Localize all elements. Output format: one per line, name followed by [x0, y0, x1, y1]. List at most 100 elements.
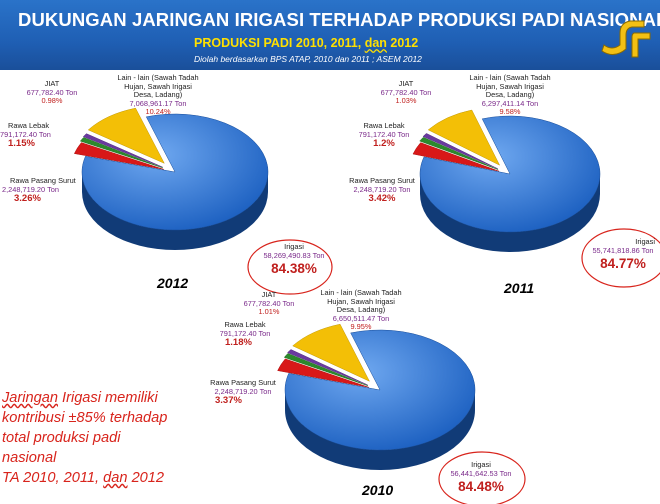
slice-irigasi-side	[82, 172, 268, 250]
subtitle-text-a: PRODUKSI PADI 2010, 2011,	[194, 36, 365, 50]
label-pasang-surut: Rawa Pasang Surut 2,248,719.20 Ton 3.42%	[342, 176, 422, 205]
label-irigasi-percent: 84.38%	[271, 260, 317, 276]
label-irigasi-value: 58,269,490.83 Ton	[263, 250, 325, 260]
label-irigasi-name: Irigasi	[635, 237, 655, 246]
label-rawa-lebak: Rawa Lebak 791,172.40 Ton 1.15%	[0, 121, 60, 150]
slice-irigasi-side	[285, 390, 475, 470]
pie-chart-2010-svg	[277, 323, 526, 504]
label-jiat-value: 677,782.40 Ton	[26, 87, 78, 97]
label-lain-name-1: Lain - lain (Sawah Tadah	[117, 73, 199, 82]
label-jiat: JIAT 677,782.40 Ton 0.98%	[22, 79, 82, 106]
label-lain-name-1: Lain - lain (Sawah Tadah	[469, 73, 551, 82]
label-jiat-percent: 0.98%	[41, 96, 63, 106]
chart-year-2012: 2012	[157, 275, 189, 291]
label-lebak-value: 791,172.40 Ton	[358, 129, 410, 139]
irigasi-highlight-ellipse	[438, 451, 526, 504]
slice-irigasi	[81, 113, 269, 231]
label-pasang-surut: Rawa Pasang Surut 2,248,719.20 Ton 3.26%	[2, 176, 76, 205]
note-text: Jaringan Irigasi memiliki kontribusi ±85…	[2, 388, 167, 488]
pie-chart-2011-svg	[412, 109, 660, 288]
note-line-5: TA 2010, 2011, dan 2012	[2, 468, 167, 488]
label-irigasi-name: Irigasi	[284, 242, 304, 251]
slice-lain-lain	[87, 107, 165, 164]
slice-lain-lain	[427, 109, 501, 166]
label-surut-name: Rawa Pasang Surut	[10, 176, 76, 185]
label-lain-lain: Lain - lain (Sawah Tadah Hujan, Sawah Ir…	[108, 73, 208, 117]
label-lain-percent: 9.95%	[350, 322, 372, 332]
label-surut-name: Rawa Pasang Surut	[210, 378, 276, 387]
label-irigasi-name: Irigasi	[471, 460, 491, 469]
page-title: DUKUNGAN JARINGAN IRIGASI TERHADAP PRODU…	[18, 9, 660, 30]
slice-jiat	[422, 133, 498, 169]
slice-rawa-lebak	[419, 137, 499, 170]
label-jiat-value: 677,782.40 Ton	[243, 298, 295, 308]
label-lain-name-3: Desa, Ladang)	[485, 90, 535, 100]
label-lebak-name: Rawa Lebak	[8, 121, 50, 130]
label-lain-name-2: Hujan, Sawah Irigasi	[124, 81, 192, 91]
label-jiat-percent: 1.03%	[395, 96, 417, 106]
label-lebak-percent: 1.15%	[8, 138, 35, 150]
label-irigasi: Irigasi 56,441,642.53 Ton 84.48%	[441, 460, 521, 495]
slice-irigasi	[419, 115, 601, 233]
note-line-5-c: 2012	[127, 470, 165, 486]
subtitle-text-c: 2012	[386, 36, 419, 50]
label-irigasi-percent: 84.77%	[600, 255, 646, 271]
slice-jiat	[287, 349, 368, 386]
source-note: Diolah berdasarkan BPS ATAP, 2010 dan 20…	[194, 54, 422, 64]
note-line-5-a: TA 2010, 2011,	[2, 470, 104, 486]
slice-irigasi	[284, 329, 476, 451]
note-line-4: nasional	[2, 450, 57, 466]
label-lebak-value: 791,172.40 Ton	[0, 129, 51, 139]
chart-year-2010: 2010	[362, 482, 394, 498]
label-surut-name: Rawa Pasang Surut	[349, 176, 415, 185]
slice-jiat	[82, 133, 163, 168]
note-line-1-rest: Irigasi memiliki	[57, 390, 158, 406]
label-jiat: JIAT 677,782.40 Ton 1.01%	[237, 290, 301, 317]
pie-chart-2011: JIAT 677,782.40 Ton 1.03% Lain - lain (S…	[330, 70, 660, 302]
label-rawa-lebak: Rawa Lebak 791,172.40 Ton 1.18%	[213, 320, 277, 349]
ministry-logo	[598, 7, 654, 63]
label-irigasi: Irigasi 55,741,818.86 Ton 84.77%	[583, 237, 660, 272]
label-surut-value: 2,248,719.20 Ton	[353, 184, 411, 194]
pie-chart-2012-svg	[73, 107, 333, 295]
irigasi-highlight-ellipse	[581, 228, 660, 288]
label-surut-value: 2,248,719.20 Ton	[2, 184, 59, 194]
irigasi-highlight-ellipse	[247, 239, 333, 295]
label-lebak-percent: 1.2%	[373, 138, 395, 150]
label-irigasi-value: 55,741,818.86 Ton	[592, 245, 654, 255]
note-line-3: total produksi padi	[2, 430, 121, 446]
label-lain-percent: 9.58%	[499, 107, 521, 117]
label-lain-name-3: Desa, Ladang)	[336, 305, 386, 315]
subtitle-text-b: dan	[364, 36, 387, 50]
page-subtitle: PRODUKSI PADI 2010, 2011, dan 2012	[194, 36, 418, 50]
label-lain-name-2: Hujan, Sawah Irigasi	[327, 296, 395, 306]
label-lain-lain: Lain - lain (Sawah Tadah Hujan, Sawah Ir…	[458, 73, 562, 117]
note-line-1: Jaringan Irigasi memiliki	[2, 388, 167, 408]
label-lain-name-2: Hujan, Sawah Irigasi	[476, 81, 544, 91]
pie-chart-2012: JIAT 677,782.40 Ton 0.98% Lain - lain (S…	[0, 70, 333, 295]
label-surut-value: 2,248,719.20 Ton	[214, 386, 272, 396]
note-line-2: kontribusi ±85% terhadap	[2, 410, 168, 426]
label-jiat-percent: 1.01%	[258, 307, 280, 317]
label-lain-value: 6,650,511.47 Ton	[332, 313, 390, 323]
label-jiat-name: JIAT	[261, 290, 277, 299]
title-banner: DUKUNGAN JARINGAN IRIGASI TERHADAP PRODU…	[0, 0, 660, 70]
slice-lain-lain	[292, 323, 370, 382]
label-lain-value: 7,068,961.17 Ton	[129, 98, 187, 108]
label-jiat-value: 677,782.40 Ton	[380, 87, 432, 97]
label-jiat-name: JIAT	[44, 79, 60, 88]
label-jiat-name: JIAT	[398, 79, 414, 88]
label-rawa-lebak: Rawa Lebak 791,172.40 Ton 1.2%	[352, 121, 416, 150]
label-surut-percent: 3.42%	[368, 193, 396, 205]
label-lain-lain: Lain - lain (Sawah Tadah Hujan, Sawah Ir…	[309, 288, 413, 332]
pie-chart-2010: JIAT 677,782.40 Ton 1.01% Lain - lain (S…	[205, 285, 530, 504]
label-lebak-name: Rawa Lebak	[363, 121, 405, 130]
label-surut-percent: 3.26%	[14, 193, 41, 205]
note-word-jaringan: Jaringan	[2, 390, 58, 406]
label-pasang-surut: Rawa Pasang Surut 2,248,719.20 Ton 3.37%	[207, 378, 279, 407]
slice-irigasi-side	[420, 174, 600, 252]
label-irigasi: Irigasi 58,269,490.83 Ton 84.38%	[254, 242, 334, 277]
slice-rawa-lebak	[79, 137, 163, 169]
label-lain-name-1: Lain - lain (Sawah Tadah	[320, 288, 402, 297]
label-lebak-percent: 1.18%	[225, 337, 252, 349]
